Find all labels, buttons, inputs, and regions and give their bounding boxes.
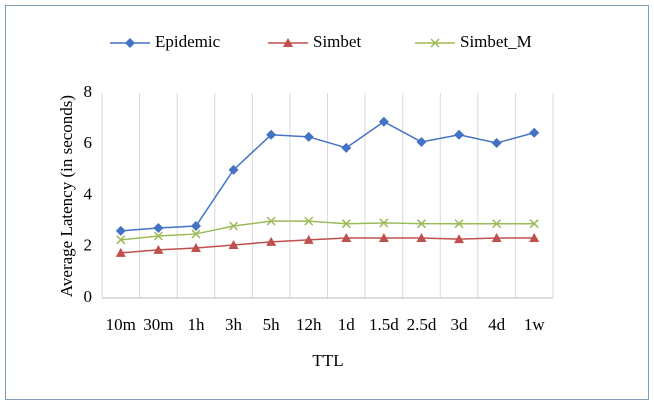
data-point [228, 239, 239, 249]
x-tick-label: 3h [225, 315, 243, 334]
legend-label: Simbet [313, 32, 361, 51]
x-tick-label: 4d [488, 315, 506, 334]
legend-label: Simbet_M [460, 32, 532, 51]
data-point [379, 218, 389, 228]
data-point [454, 234, 465, 244]
series-line [120, 120, 535, 232]
data-point [116, 235, 126, 245]
data-point [529, 233, 540, 243]
data-point [378, 116, 389, 127]
data-point [491, 233, 502, 243]
y-tick-label: 4 [84, 184, 93, 203]
data-point [266, 216, 276, 226]
x-tick-label: 1h [187, 315, 205, 334]
data-point [153, 223, 164, 234]
x-tick-label: 10m [106, 315, 136, 334]
data-point [153, 231, 163, 241]
data-point [529, 219, 539, 229]
x-tick-label: 12h [296, 315, 322, 334]
data-point [341, 219, 351, 229]
data-point [454, 129, 465, 140]
data-point [454, 219, 464, 229]
data-point [191, 229, 201, 239]
legend-marker [125, 38, 135, 48]
legend-marker [430, 38, 440, 48]
series-line [120, 237, 535, 254]
y-tick-label: 8 [84, 82, 93, 101]
data-point [190, 220, 201, 231]
data-point [303, 131, 314, 142]
data-point [529, 127, 540, 138]
x-tick-label: 1w [524, 315, 546, 334]
x-tick-label: 5h [263, 315, 281, 334]
y-tick-label: 0 [84, 287, 93, 306]
y-tick-label: 6 [84, 133, 93, 152]
legend-marker [283, 38, 293, 47]
legend-label: Epidemic [155, 32, 221, 51]
series-line [120, 220, 535, 241]
x-tick-label: 2.5d [407, 315, 437, 334]
data-point [153, 244, 164, 254]
data-point [115, 225, 126, 236]
data-point [492, 219, 502, 229]
data-point [266, 236, 277, 246]
data-point [304, 216, 314, 226]
data-point [228, 164, 239, 175]
data-point [115, 247, 126, 257]
y-axis-title: Average Latency (in seconds) [57, 95, 76, 297]
data-point [416, 233, 427, 243]
data-point [229, 221, 239, 231]
x-tick-label: 3d [451, 315, 469, 334]
x-axis-title: TTL [312, 351, 343, 370]
data-point [378, 233, 389, 243]
y-tick-label: 2 [84, 236, 93, 255]
data-point [303, 234, 314, 244]
data-point [341, 233, 352, 243]
data-point [416, 136, 427, 147]
x-tick-label: 1d [338, 315, 356, 334]
data-point [491, 137, 502, 148]
data-point [266, 129, 277, 140]
data-point [416, 219, 426, 229]
x-tick-label: 1.5d [369, 315, 399, 334]
x-tick-label: 30m [143, 315, 173, 334]
data-point [341, 142, 352, 153]
data-point [190, 243, 201, 253]
